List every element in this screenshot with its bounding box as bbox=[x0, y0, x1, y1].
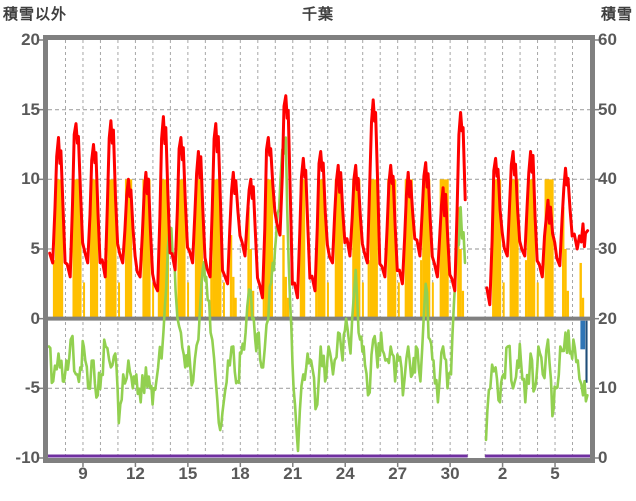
sunshine-bar bbox=[284, 276, 287, 319]
sunshine-bar bbox=[118, 282, 121, 319]
left-axis-tick-label: 5 bbox=[30, 239, 40, 258]
sunshine-bar bbox=[326, 282, 329, 319]
sunshine-bar bbox=[524, 260, 528, 319]
right-axis-tick-label: 40 bbox=[598, 169, 617, 189]
sunshine-bar bbox=[177, 179, 186, 319]
chart-title: 千葉 bbox=[301, 6, 334, 23]
sunshine-bar bbox=[420, 260, 423, 319]
right-axis-tick-label: 0 bbox=[598, 448, 608, 467]
sunshine-bar bbox=[264, 179, 273, 319]
sunshine-bar bbox=[317, 179, 326, 319]
sunshine-bar bbox=[369, 179, 378, 319]
x-axis-tick-label: 5 bbox=[550, 464, 560, 483]
left-axis-tick-label: 0 bbox=[30, 308, 40, 328]
sunshine-bar bbox=[194, 179, 204, 319]
sunshine-bar bbox=[299, 179, 306, 319]
sunshine-bar bbox=[72, 179, 82, 319]
sunshine-bar bbox=[105, 260, 108, 319]
left-axis-tick-label: -10 bbox=[15, 448, 40, 467]
sunshine-bar bbox=[251, 290, 255, 319]
precipitation-bar bbox=[585, 320, 588, 383]
sunshine-bar bbox=[52, 260, 56, 319]
sunshine-bar bbox=[581, 297, 585, 319]
right-axis-tick-label: 50 bbox=[598, 99, 617, 119]
x-axis-tick-label: 30 bbox=[440, 464, 460, 483]
x-axis-tick-label: 2 bbox=[497, 464, 508, 483]
sunshine-bar bbox=[562, 207, 565, 319]
sunshine-bar bbox=[232, 276, 235, 319]
green-series-line bbox=[48, 136, 589, 453]
sunshine-bar bbox=[564, 249, 567, 319]
sunshine-bar bbox=[229, 235, 233, 319]
sunshine-bar bbox=[159, 179, 169, 319]
right-axis-tick-label: 20 bbox=[598, 308, 617, 328]
plot-border bbox=[43, 35, 595, 463]
sunshine-bar bbox=[247, 207, 250, 319]
x-axis-tick-label: 9 bbox=[78, 464, 88, 483]
sunshine-bar bbox=[334, 179, 343, 319]
x-axis-tick-label: 27 bbox=[388, 464, 408, 483]
sunshine-bar bbox=[422, 179, 431, 319]
sunshine-bar bbox=[210, 260, 213, 319]
sunshine-bar bbox=[107, 179, 117, 319]
sunshine-bar bbox=[579, 262, 582, 319]
sunshine-bar bbox=[457, 207, 460, 319]
x-axis-tick-label: 24 bbox=[335, 464, 355, 483]
sunshine-bar bbox=[54, 179, 64, 319]
left-axis-tick-label: 15 bbox=[21, 99, 40, 119]
sunshine-bar bbox=[234, 297, 237, 319]
sunshine-bar bbox=[404, 179, 413, 319]
sunshine-bar bbox=[249, 249, 252, 319]
right-axis-tick-label: 10 bbox=[598, 378, 617, 398]
sunshine-bar bbox=[142, 179, 151, 319]
sunshine-bar bbox=[536, 282, 539, 319]
sunshine-bar bbox=[387, 179, 397, 319]
sunshine-bar bbox=[509, 179, 519, 319]
sunshine-bar bbox=[461, 290, 465, 319]
right-axis-title: 積雪 bbox=[600, 6, 633, 23]
sunshine-bar bbox=[439, 179, 449, 319]
x-axis-tick-label: 21 bbox=[283, 464, 303, 483]
sunshine-bar bbox=[502, 282, 505, 319]
left-axis-title: 積雪以外 bbox=[3, 6, 68, 23]
sunshine-bar bbox=[222, 282, 225, 319]
sunshine-bar bbox=[431, 282, 434, 319]
right-axis-tick-label: 60 bbox=[598, 30, 617, 49]
sunshine-bar bbox=[361, 282, 364, 319]
sunshine-bar bbox=[282, 235, 285, 319]
sunshine-bar bbox=[566, 290, 569, 319]
sunshine-bar bbox=[367, 260, 370, 319]
sunshine-bar bbox=[89, 179, 99, 319]
sunshine-bar bbox=[286, 297, 290, 319]
x-axis-tick-label: 18 bbox=[230, 464, 250, 483]
sunshine-bar bbox=[544, 179, 554, 319]
left-axis-tick-label: 10 bbox=[21, 169, 40, 189]
sunshine-bar bbox=[212, 179, 222, 319]
sunshine-bar bbox=[397, 282, 400, 319]
red-series-line bbox=[48, 94, 590, 307]
x-axis-tick-label: 15 bbox=[178, 464, 198, 483]
precipitation-bar bbox=[580, 320, 586, 350]
sunshine-bar bbox=[527, 179, 536, 319]
sunshine-bar bbox=[124, 179, 133, 319]
left-axis-tick-label: -5 bbox=[24, 378, 40, 398]
sunshine-bar bbox=[459, 249, 462, 319]
right-axis-tick-label: 30 bbox=[598, 239, 617, 258]
sunshine-bar bbox=[187, 282, 190, 319]
sunshine-bar bbox=[492, 179, 502, 319]
sunshine-bar bbox=[83, 282, 86, 319]
sunshine-bar bbox=[352, 179, 361, 319]
x-axis-tick-label: 12 bbox=[125, 464, 145, 483]
sunshine-bar bbox=[152, 282, 155, 319]
left-axis-tick-label: 20 bbox=[21, 30, 40, 49]
